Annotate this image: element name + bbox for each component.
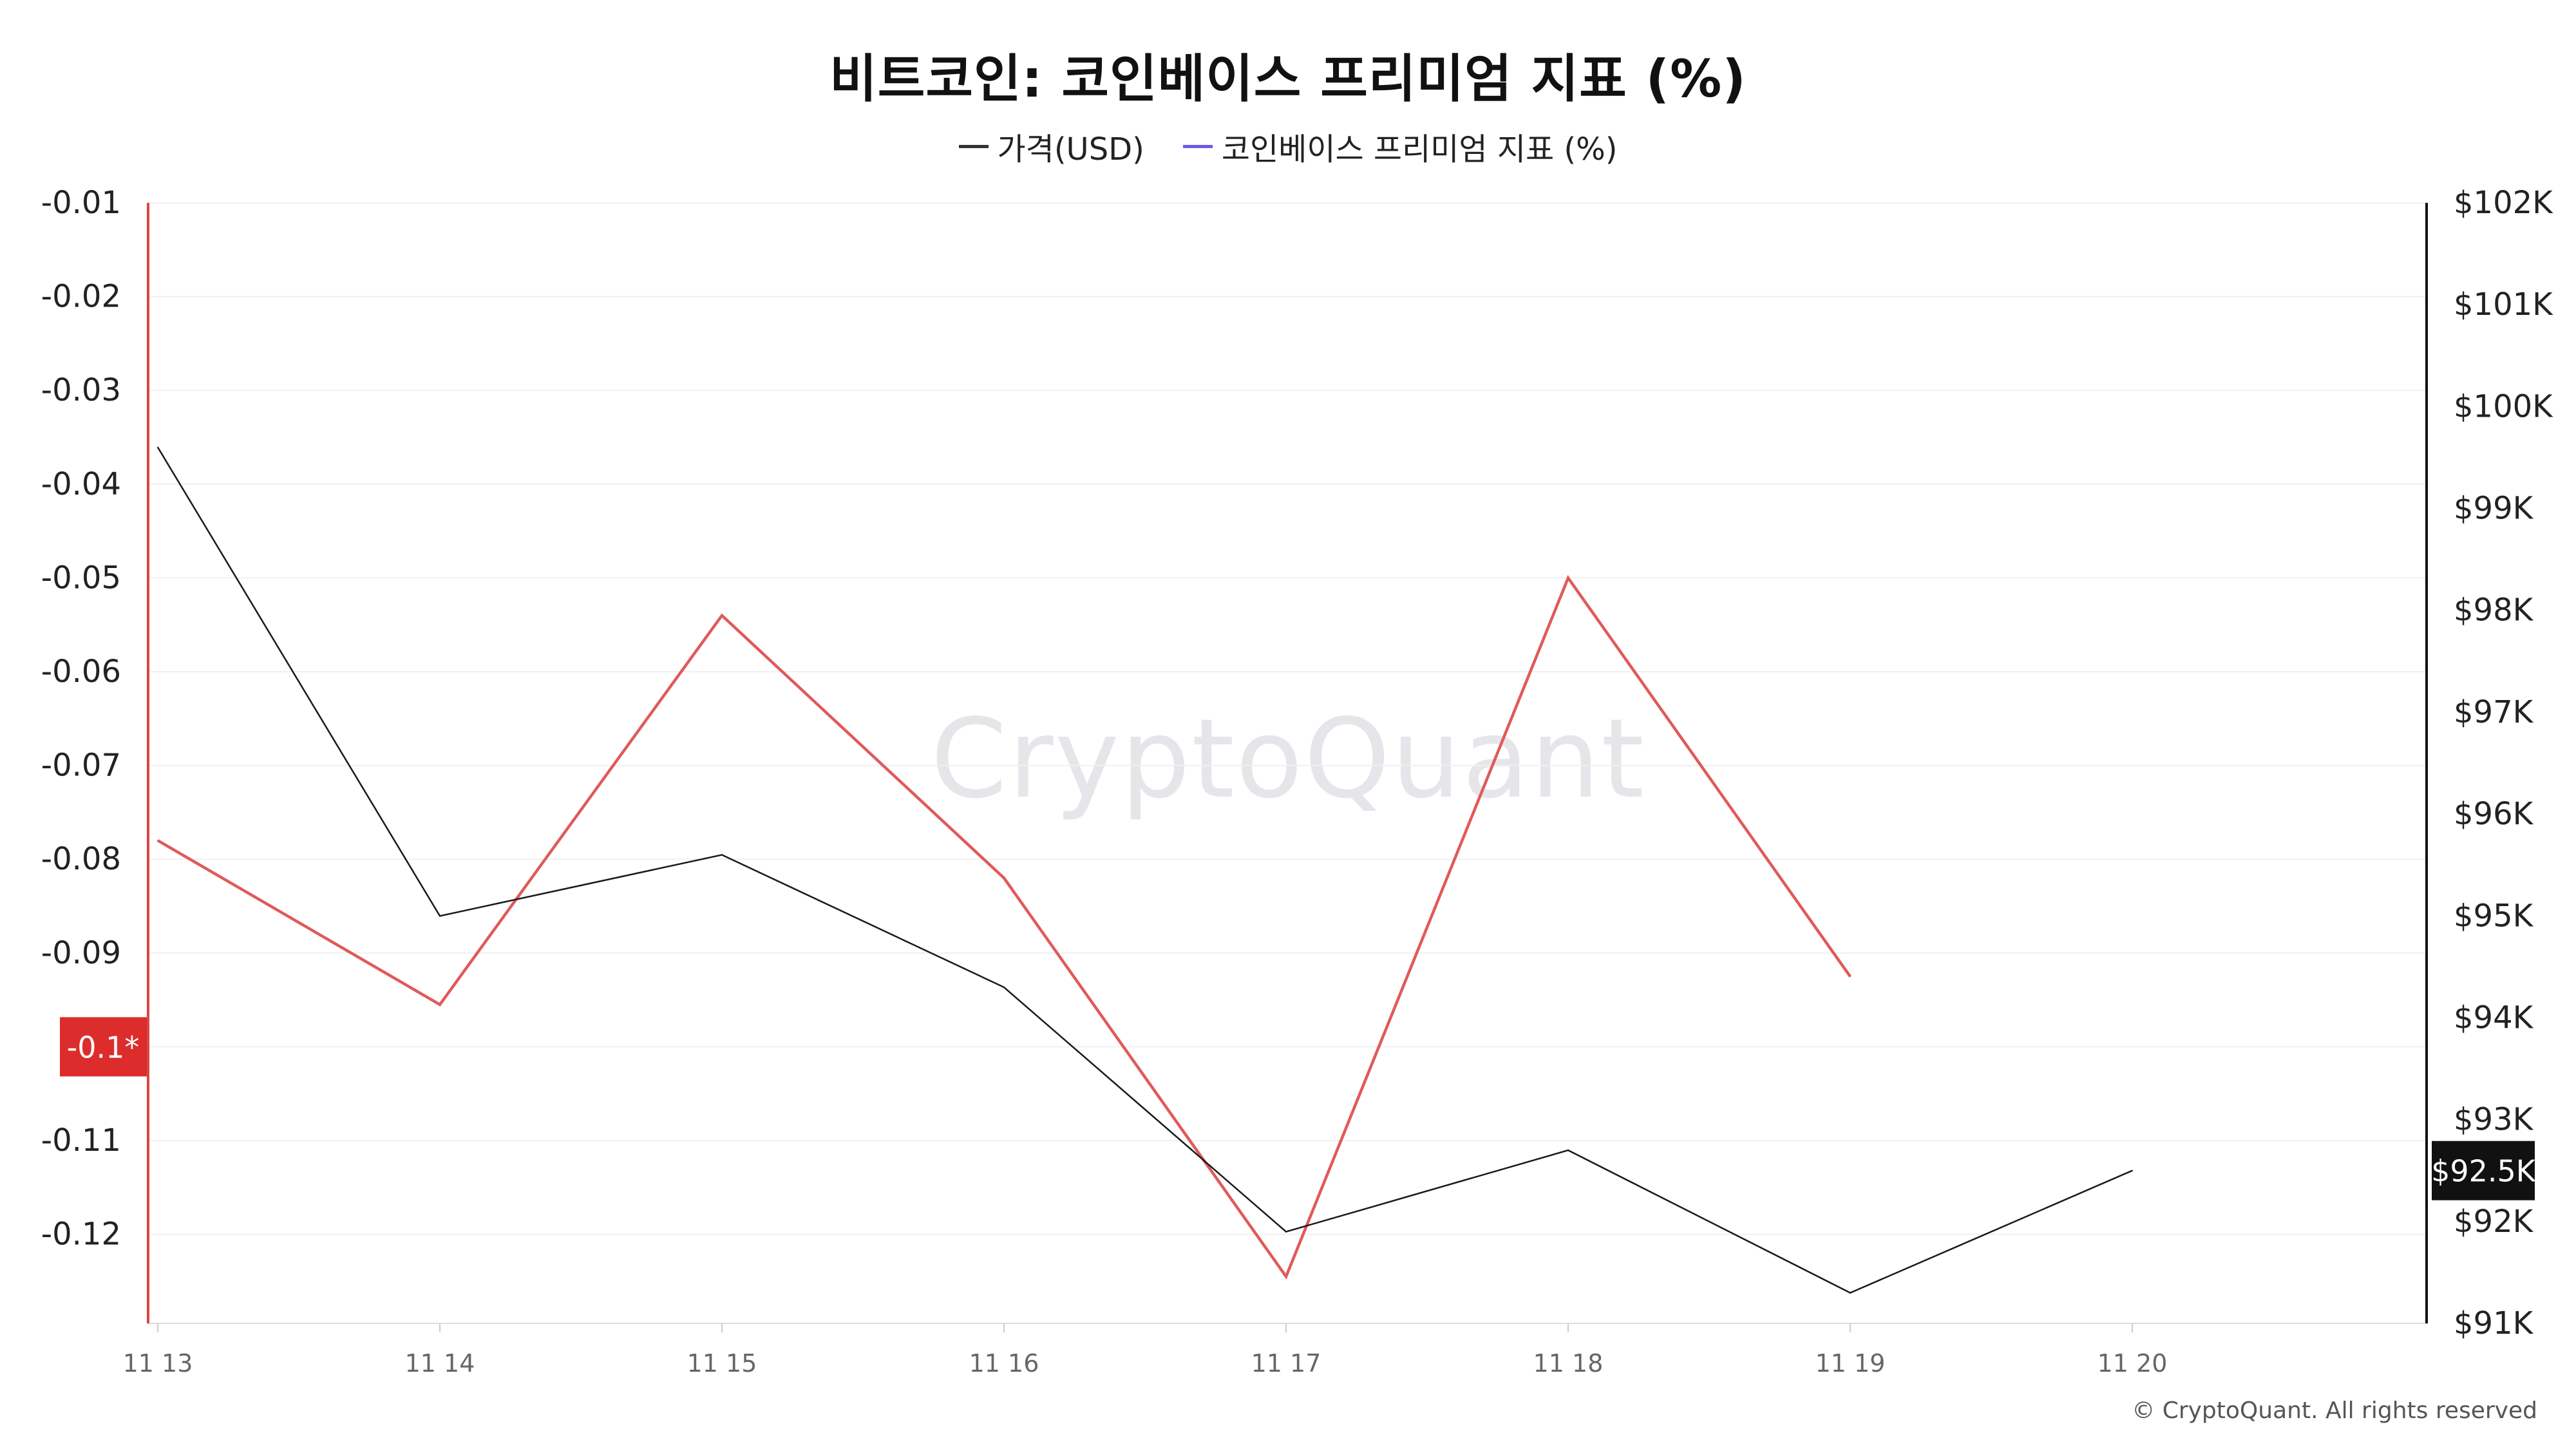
chart-title: 비트코인: 코인베이스 프리미엄 지표 (%) xyxy=(829,49,1747,109)
y-left-tick-label: -0.04 xyxy=(41,466,121,502)
data-point-price xyxy=(721,854,723,856)
y-right-tick-label: $100K xyxy=(2454,388,2553,424)
y-right-tick-label: $91K xyxy=(2454,1305,2534,1341)
y-left-tick-label: -0.06 xyxy=(41,654,121,690)
data-point-price xyxy=(439,915,440,917)
legend: 가격(USD) 코인베이스 프리미엄 지표 (%) xyxy=(0,124,2576,169)
data-point-premium xyxy=(1285,1276,1287,1278)
data-point-price xyxy=(2132,1170,2133,1171)
y-left-tick-label: -0.03 xyxy=(41,372,121,408)
series-line-price xyxy=(156,446,2133,1294)
x-tick-label: 11 18 xyxy=(1533,1349,1604,1378)
y-right-tick-label: $95K xyxy=(2454,898,2534,934)
legend-swatch-price xyxy=(958,144,989,148)
y-left-tick-label: -0.11 xyxy=(41,1122,121,1159)
legend-label-price: 가격(USD) xyxy=(997,131,1144,167)
y-right-tick-label: $98K xyxy=(2454,592,2534,629)
series-line-premium xyxy=(156,574,1852,1280)
y-right-tick-label: $92K xyxy=(2454,1204,2534,1240)
y-right-tick-label: $99K xyxy=(2454,491,2534,527)
right-current-value-label: $92.5K xyxy=(2431,1154,2537,1189)
x-tick-label: 11 17 xyxy=(1251,1349,1321,1378)
right-current-value-badge xyxy=(2432,1141,2535,1200)
y-right-tick-label: $93K xyxy=(2454,1102,2534,1138)
data-point-premium xyxy=(1003,877,1005,879)
y-right-tick-label: $94K xyxy=(2454,999,2534,1036)
data-point-premium xyxy=(157,840,158,842)
y-right-tick-label: $101K xyxy=(2454,287,2553,323)
copyright-notice: © CryptoQuant. All rights reserved xyxy=(2132,1397,2537,1424)
x-tick-label: 11 15 xyxy=(687,1349,757,1378)
data-point-premium xyxy=(1567,577,1569,579)
y-left-tick-label: -0.05 xyxy=(41,560,121,596)
y-right-tick-label: $97K xyxy=(2454,694,2534,730)
x-tick-label: 11 20 xyxy=(2098,1349,2168,1378)
legend-swatch-premium xyxy=(1182,144,1213,148)
left-current-value-label: -0.1* xyxy=(67,1030,140,1065)
x-tick-label: 11 13 xyxy=(123,1349,193,1378)
data-point-price xyxy=(1567,1150,1569,1151)
y-left-tick-label: -0.07 xyxy=(41,748,121,784)
y-left-tick-label: -0.08 xyxy=(41,841,121,877)
x-tick-label: 11 16 xyxy=(969,1349,1039,1378)
y-left-tick-label: -0.09 xyxy=(41,935,121,971)
y-left-tick-label: -0.02 xyxy=(41,279,121,315)
legend-item-price[interactable]: 가격(USD) xyxy=(958,124,1144,169)
data-point-price xyxy=(1850,1292,1851,1294)
data-point-premium xyxy=(439,1003,440,1005)
data-point-price xyxy=(157,446,158,448)
data-point-premium xyxy=(1850,976,1851,978)
y-right-tick-label: $96K xyxy=(2454,796,2534,832)
data-point-price xyxy=(1003,987,1005,988)
legend-label-premium: 코인베이스 프리미엄 지표 (%) xyxy=(1221,131,1618,167)
data-point-premium xyxy=(721,614,723,616)
y-left-tick-label: -0.12 xyxy=(41,1217,121,1253)
left-current-value-badge xyxy=(60,1017,147,1077)
data-point-price xyxy=(1285,1231,1287,1233)
x-tick-label: 11 19 xyxy=(1815,1349,1886,1378)
y-right-tick-label: $102K xyxy=(2454,185,2553,221)
x-tick-label: 11 14 xyxy=(405,1349,475,1378)
y-left-tick-label: -0.01 xyxy=(41,185,121,221)
watermark: CryptoQuant xyxy=(931,696,1645,823)
legend-item-premium[interactable]: 코인베이스 프리미엄 지표 (%) xyxy=(1182,124,1618,169)
